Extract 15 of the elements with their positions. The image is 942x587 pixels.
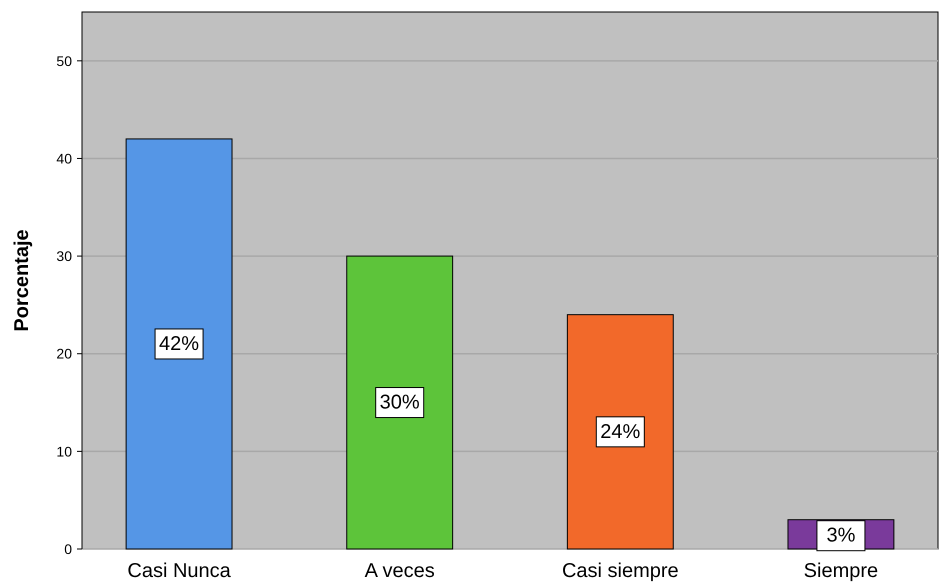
y-tick-label: 10 (56, 443, 72, 460)
data-label: 24% (600, 420, 641, 443)
x-tick-label: Casi Nunca (127, 560, 232, 582)
data-label: 3% (826, 524, 856, 547)
data-label: 42% (159, 332, 200, 355)
x-tick-label: A veces (364, 560, 435, 582)
y-tick-label: 30 (56, 248, 72, 264)
y-tick-label: 40 (56, 150, 72, 166)
y-tick-label: 20 (56, 346, 72, 362)
y-tick-label: 0 (64, 541, 72, 557)
data-label: 30% (380, 392, 420, 414)
y-axis-title: Porcentaje (11, 229, 33, 332)
x-tick-label: Siempre (804, 560, 878, 582)
x-tick-label: Casi siempre (562, 560, 679, 582)
y-tick-label: 50 (56, 52, 72, 69)
